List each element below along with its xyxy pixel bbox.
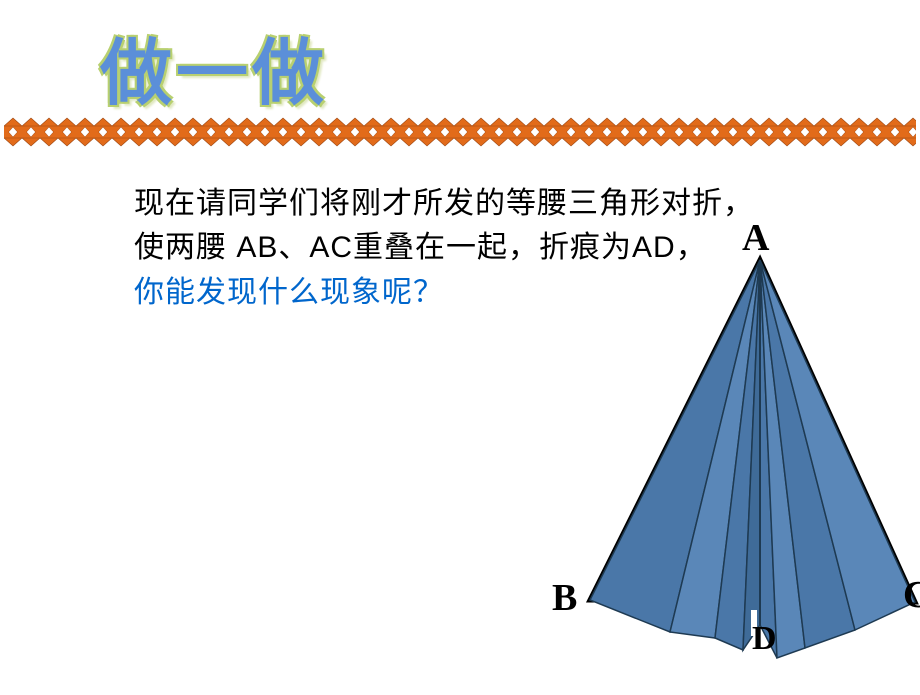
vertex-label-d: D (752, 620, 777, 658)
body-line-1: 现在请同学们将刚才所发的等腰三角形对折， (134, 187, 754, 220)
vertex-label-c: C (903, 573, 920, 617)
decorative-divider (4, 117, 916, 147)
vertex-label-a: A (742, 216, 769, 260)
slide-title: 做一做 (100, 14, 328, 119)
vertex-label-b: B (552, 576, 577, 620)
body-question: 你能发现什么现象呢？ (134, 276, 444, 309)
triangle-diagram (565, 230, 920, 690)
